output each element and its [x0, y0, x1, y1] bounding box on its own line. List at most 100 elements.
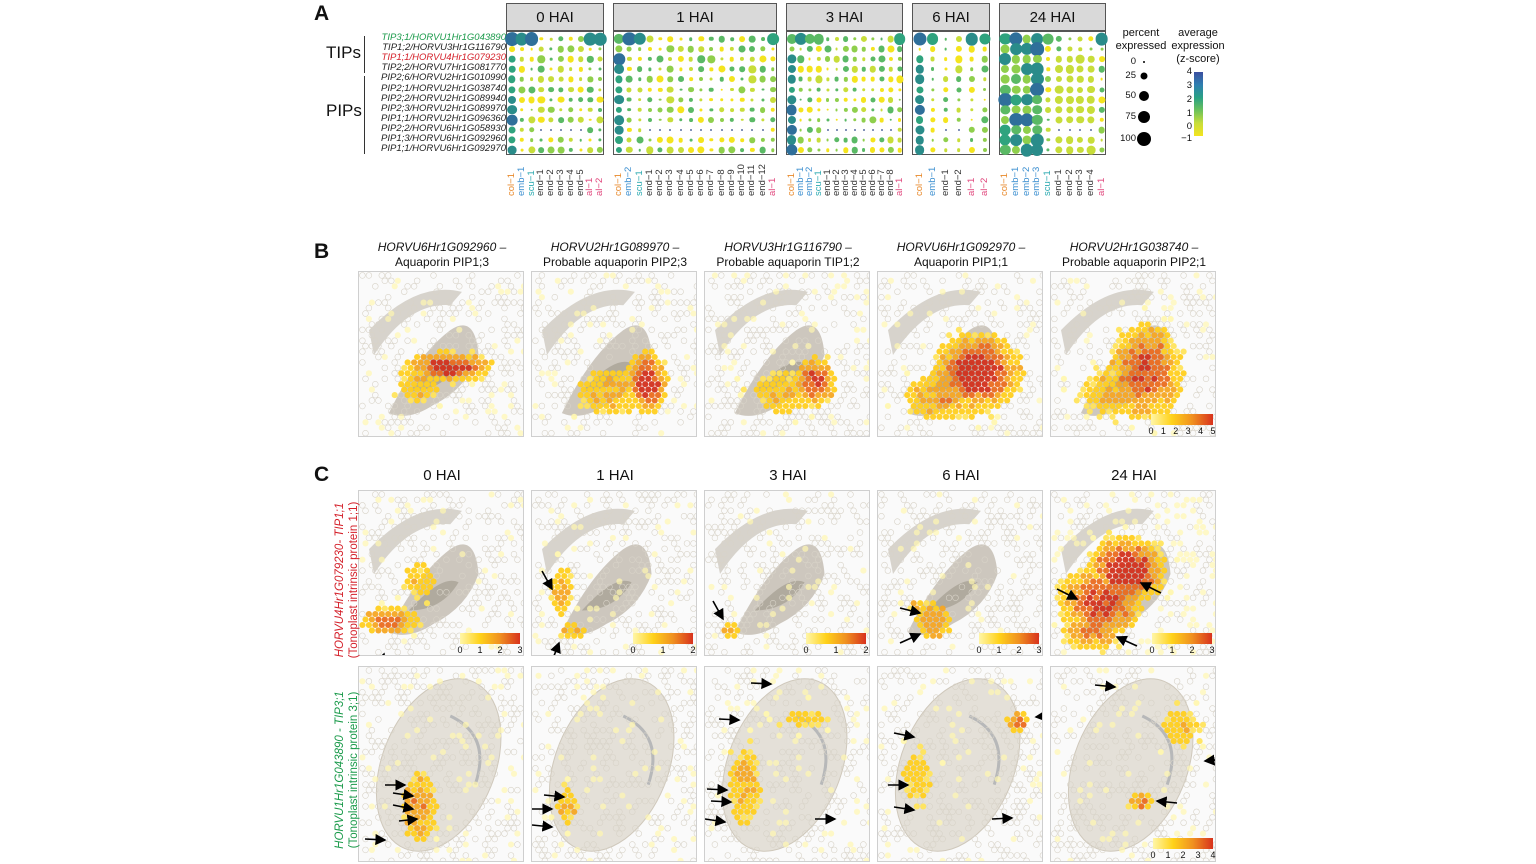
- expression-dot: [709, 148, 713, 152]
- cluster-tick: end−12: [756, 164, 768, 196]
- expression-dot: [843, 107, 848, 112]
- expression-dot: [1087, 65, 1095, 73]
- expression-dot: [956, 148, 961, 152]
- expression-dot: [508, 136, 516, 144]
- expression-dot: [598, 67, 602, 71]
- expression-dot: [815, 127, 822, 133]
- expression-dot: [1031, 144, 1044, 157]
- panel-b-letter: B: [314, 240, 330, 263]
- group-label-tips: TIPs: [326, 43, 361, 62]
- expression-dot: [508, 75, 516, 84]
- expression-dot: [825, 97, 830, 102]
- expression-dot: [843, 97, 848, 102]
- gene-label: TIP2;2/HORVU7Hr1G081770: [381, 62, 506, 74]
- expression-dot: [807, 76, 812, 82]
- expression-dot: [825, 148, 830, 152]
- panel-a-letter: A: [314, 2, 330, 25]
- expression-dot: [835, 108, 838, 112]
- expression-dot: [596, 116, 604, 124]
- expression-dot: [1000, 144, 1011, 156]
- expression-dot: [507, 145, 517, 155]
- expression-dot: [956, 97, 961, 102]
- color-legend-tick: 1: [1186, 108, 1192, 119]
- expression-dot: [729, 107, 734, 112]
- expression-dot: [667, 106, 674, 113]
- expression-dot: [969, 67, 974, 72]
- spatial-map: [704, 271, 870, 437]
- row2-gene-label: HORVU1Hr1G043890 - TIP3;1: [334, 691, 346, 849]
- expression-dot: [914, 74, 925, 85]
- expression-dot: [954, 55, 963, 63]
- expression-dot: [851, 45, 858, 53]
- cluster-tick: emb−2: [623, 166, 635, 196]
- expression-dot: [1067, 37, 1072, 41]
- expression-dot: [738, 85, 746, 94]
- expression-dot: [852, 97, 857, 102]
- expression-dot: [825, 77, 830, 82]
- expression-dot: [597, 56, 603, 62]
- expression-dot: [816, 117, 821, 122]
- panel-c-title: 24 HAI: [1111, 467, 1157, 484]
- expression-dot: [930, 97, 935, 102]
- expression-dot: [676, 105, 685, 114]
- expression-dot: [699, 77, 704, 82]
- expression-dot: [956, 138, 961, 142]
- gene-label: PIP2;2/HORVU6Hr1G058930: [381, 122, 506, 134]
- expression-dot: [667, 86, 674, 93]
- expression-dot: [648, 138, 652, 142]
- expression-dot: [889, 118, 892, 122]
- cluster-tick: emb−1: [926, 166, 938, 196]
- expression-dot: [1086, 95, 1096, 104]
- spatial-map-row2: [704, 666, 870, 862]
- expression-dot: [548, 86, 554, 93]
- expression-dot: [969, 56, 974, 62]
- expression-dot: [844, 128, 847, 131]
- group-label-pips: PIPs: [326, 101, 362, 120]
- expression-dot: [613, 53, 625, 65]
- expression-dot: [567, 106, 574, 113]
- facet-panel: [785, 31, 906, 156]
- expression-dot: [688, 67, 693, 72]
- expression-dot: [729, 87, 734, 92]
- expression-dot: [787, 115, 796, 124]
- expression-dot: [1022, 85, 1031, 94]
- expression-dot: [965, 32, 978, 46]
- expression-dot: [842, 86, 849, 93]
- expression-dot: [969, 138, 974, 142]
- expression-dot: [508, 65, 516, 73]
- gene-label: PIP1;1/HORVU6Hr1G092970: [381, 143, 506, 155]
- expression-dot: [687, 147, 694, 154]
- expression-dot: [1054, 95, 1063, 104]
- expression-dot: [897, 117, 902, 122]
- expression-dot: [656, 55, 664, 63]
- expression-dot: [1056, 46, 1062, 52]
- expression-dot: [878, 45, 885, 53]
- expression-dot: [657, 107, 663, 113]
- expression-dot: [1011, 85, 1021, 94]
- expression-dot: [968, 147, 975, 154]
- expression-dot: [835, 128, 838, 131]
- expression-dot: [529, 56, 534, 62]
- expression-dot: [697, 55, 705, 63]
- expression-dot: [1045, 97, 1051, 103]
- cluster-tick: end−4: [1084, 169, 1096, 196]
- expression-dot: [679, 37, 683, 41]
- expression-dot: [1078, 47, 1082, 51]
- color-legend-tick: −1: [1181, 133, 1192, 144]
- expression-dot: [955, 45, 962, 53]
- expression-dot: [557, 146, 565, 154]
- expression-dot: [1065, 136, 1074, 144]
- expression-dot: [579, 138, 582, 142]
- expression-dot: [569, 128, 572, 131]
- gene-label: PIP2;6/HORVU2Hr1G010990: [381, 72, 506, 84]
- expression-dot: [524, 32, 539, 46]
- expression-dot: [869, 97, 876, 103]
- expression-dot: [878, 66, 885, 73]
- expression-dot: [852, 118, 857, 122]
- expression-dot: [788, 86, 795, 93]
- facet-strip: 24 HAI: [999, 3, 1106, 31]
- expression-dot: [527, 146, 536, 154]
- expression-dot: [771, 148, 775, 152]
